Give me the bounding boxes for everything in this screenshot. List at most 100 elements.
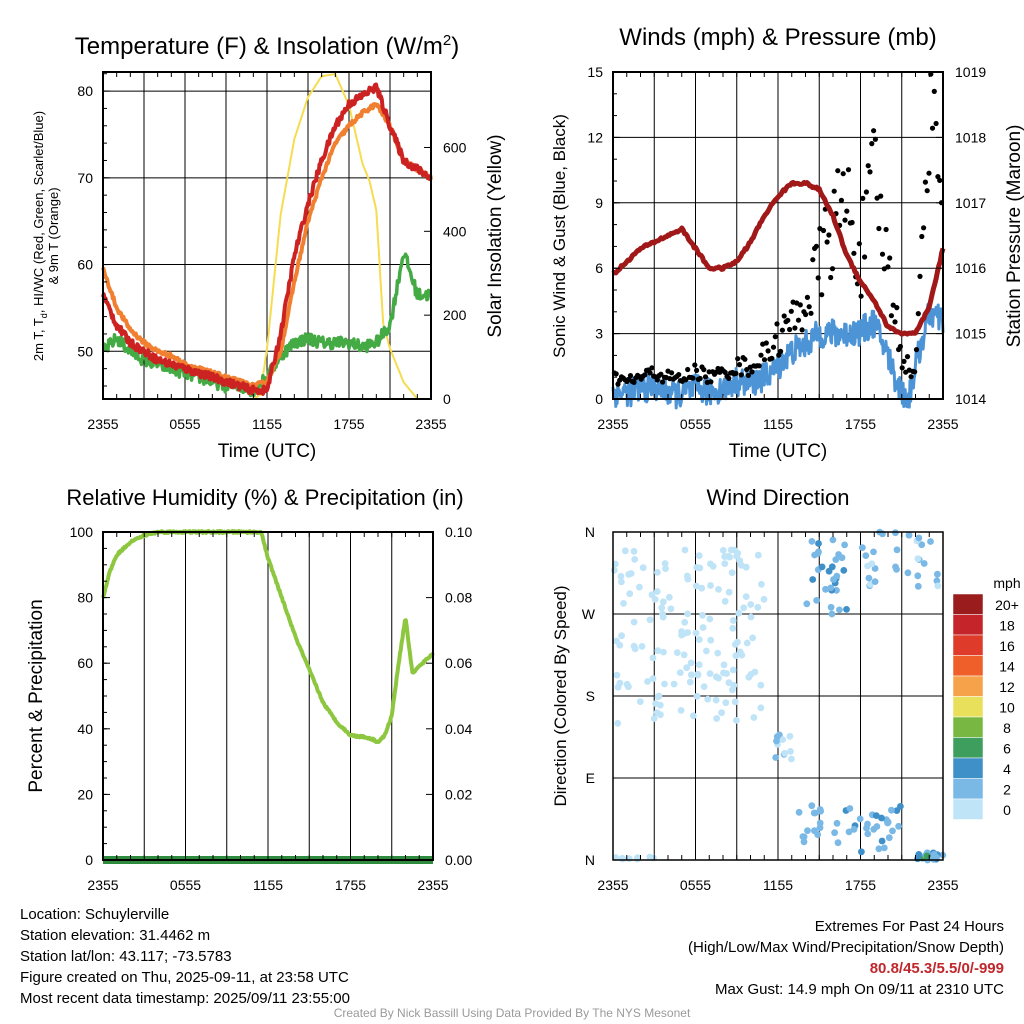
wind-direction-point <box>884 818 892 826</box>
gust-point <box>627 373 634 379</box>
wind-direction-point <box>651 596 659 603</box>
gust-point <box>876 225 882 232</box>
x-tick-label: 2355 <box>87 877 118 893</box>
solar-y-label: Solar Insolation (Yellow) <box>485 134 506 337</box>
wind-direction-point <box>892 563 899 571</box>
gust-point <box>813 243 820 249</box>
wind-direction-point <box>636 583 643 591</box>
y2-tick-label: 0.00 <box>445 852 472 868</box>
gust-point <box>842 217 848 223</box>
wind-direction-point <box>614 719 622 727</box>
wind-direction-point <box>870 825 878 833</box>
gust-point <box>924 188 930 194</box>
y2-tick-label: 1016 <box>955 260 986 276</box>
wind-direction-point <box>914 572 922 580</box>
gust-point <box>871 128 877 134</box>
y-tick-label: 15 <box>587 64 603 80</box>
station-info: Location: Schuylerville Station elevatio… <box>20 904 350 1009</box>
wind-direction-point <box>843 606 850 613</box>
gust-point <box>781 313 787 319</box>
wind-direction-point <box>638 643 646 650</box>
gust-point <box>885 264 891 270</box>
wind-direction-point <box>841 541 848 549</box>
gust-point <box>878 193 884 199</box>
wind-direction-point <box>721 560 729 567</box>
gust-point <box>765 348 771 354</box>
wind-direction-point <box>725 679 733 687</box>
humidity-panel: Relative Humidity (%) & Precipitation (i… <box>26 485 472 893</box>
x-tick-label: 2355 <box>597 416 628 432</box>
wind-direction-point <box>904 569 912 577</box>
wind-direction-point <box>757 704 765 712</box>
x-tick-label: 2355 <box>597 877 628 893</box>
wind-direction-point <box>654 569 661 576</box>
wind-direction-point <box>740 604 748 612</box>
y-tick-label: 20 <box>77 786 93 802</box>
y-tick-label: 100 <box>70 524 94 540</box>
wind-direction-point <box>893 546 901 554</box>
wind-direction-y-label: Direction (Colored By Speed) <box>551 585 570 806</box>
gust-point <box>694 367 700 373</box>
wind-direction-point <box>856 815 864 823</box>
gust-point <box>826 232 832 238</box>
gust-point <box>745 372 752 378</box>
gust-point <box>756 363 762 369</box>
gust-point <box>803 311 809 318</box>
wind-direction-point <box>649 654 657 662</box>
wind-direction-point <box>707 582 714 589</box>
gust-point <box>778 348 784 354</box>
gust-point <box>642 372 648 378</box>
y2-tick-label: 1014 <box>955 391 986 407</box>
gust-point <box>828 274 834 281</box>
wind-direction-point <box>930 851 938 858</box>
gust-point <box>844 208 850 214</box>
gust-point <box>820 227 827 234</box>
humidity-title: Relative Humidity (%) & Precipitation (i… <box>66 485 463 510</box>
wind-direction-point <box>719 547 727 554</box>
wind-direction-point <box>644 678 651 685</box>
legend-swatch <box>952 675 984 697</box>
wind-direction-point <box>731 698 739 706</box>
wind-direction-point <box>832 556 840 563</box>
wind-direction-point <box>706 670 714 677</box>
speed-legend: mph 20+ 18 16 14 12 10 8 6 4 2 0 <box>952 575 1021 820</box>
wind-direction-point <box>814 831 822 838</box>
y2-tick-label: 1019 <box>955 64 986 80</box>
gust-point <box>904 354 911 360</box>
wind-direction-point <box>863 824 870 832</box>
wind-direction-point <box>734 638 741 646</box>
gust-point <box>931 88 937 94</box>
y-tick-label: 70 <box>77 170 93 186</box>
legend-swatch <box>952 655 984 677</box>
wind-direction-point <box>698 584 706 592</box>
temperature-y-label-line2: & 9m T (Orange) <box>46 187 61 284</box>
wind-direction-point <box>695 636 703 643</box>
wind-direction-point <box>729 624 737 632</box>
wind-direction-point <box>864 830 872 838</box>
y-tick-label: 40 <box>77 721 93 737</box>
legend-swatch <box>952 716 984 738</box>
wind-direction-point <box>787 748 794 755</box>
gust-point <box>862 254 868 260</box>
wind-direction-point <box>724 552 732 560</box>
wind-direction-point <box>614 683 622 691</box>
wind-direction-point <box>743 639 751 647</box>
wind-direction-point <box>859 544 866 551</box>
y2-tick-label: 0.08 <box>445 590 472 606</box>
gust-point <box>708 379 714 385</box>
y2-tick-label: 400 <box>443 223 467 239</box>
wind-direction-point <box>862 552 870 559</box>
wind-direction-point <box>683 572 691 580</box>
y2-tick-label: 0 <box>443 391 451 407</box>
legend-swatch <box>952 696 984 718</box>
direction-tick-label: N <box>585 524 595 540</box>
wind-direction-point <box>905 531 913 539</box>
wind-direction-point <box>870 548 877 556</box>
wind-direction-point <box>828 610 836 618</box>
wind-direction-point <box>733 552 740 560</box>
gust-point <box>819 292 825 298</box>
wind-direction-point <box>695 661 703 669</box>
direction-tick-label: E <box>586 770 595 786</box>
wind-direction-point <box>683 664 691 672</box>
wind-direction-point <box>850 825 858 833</box>
